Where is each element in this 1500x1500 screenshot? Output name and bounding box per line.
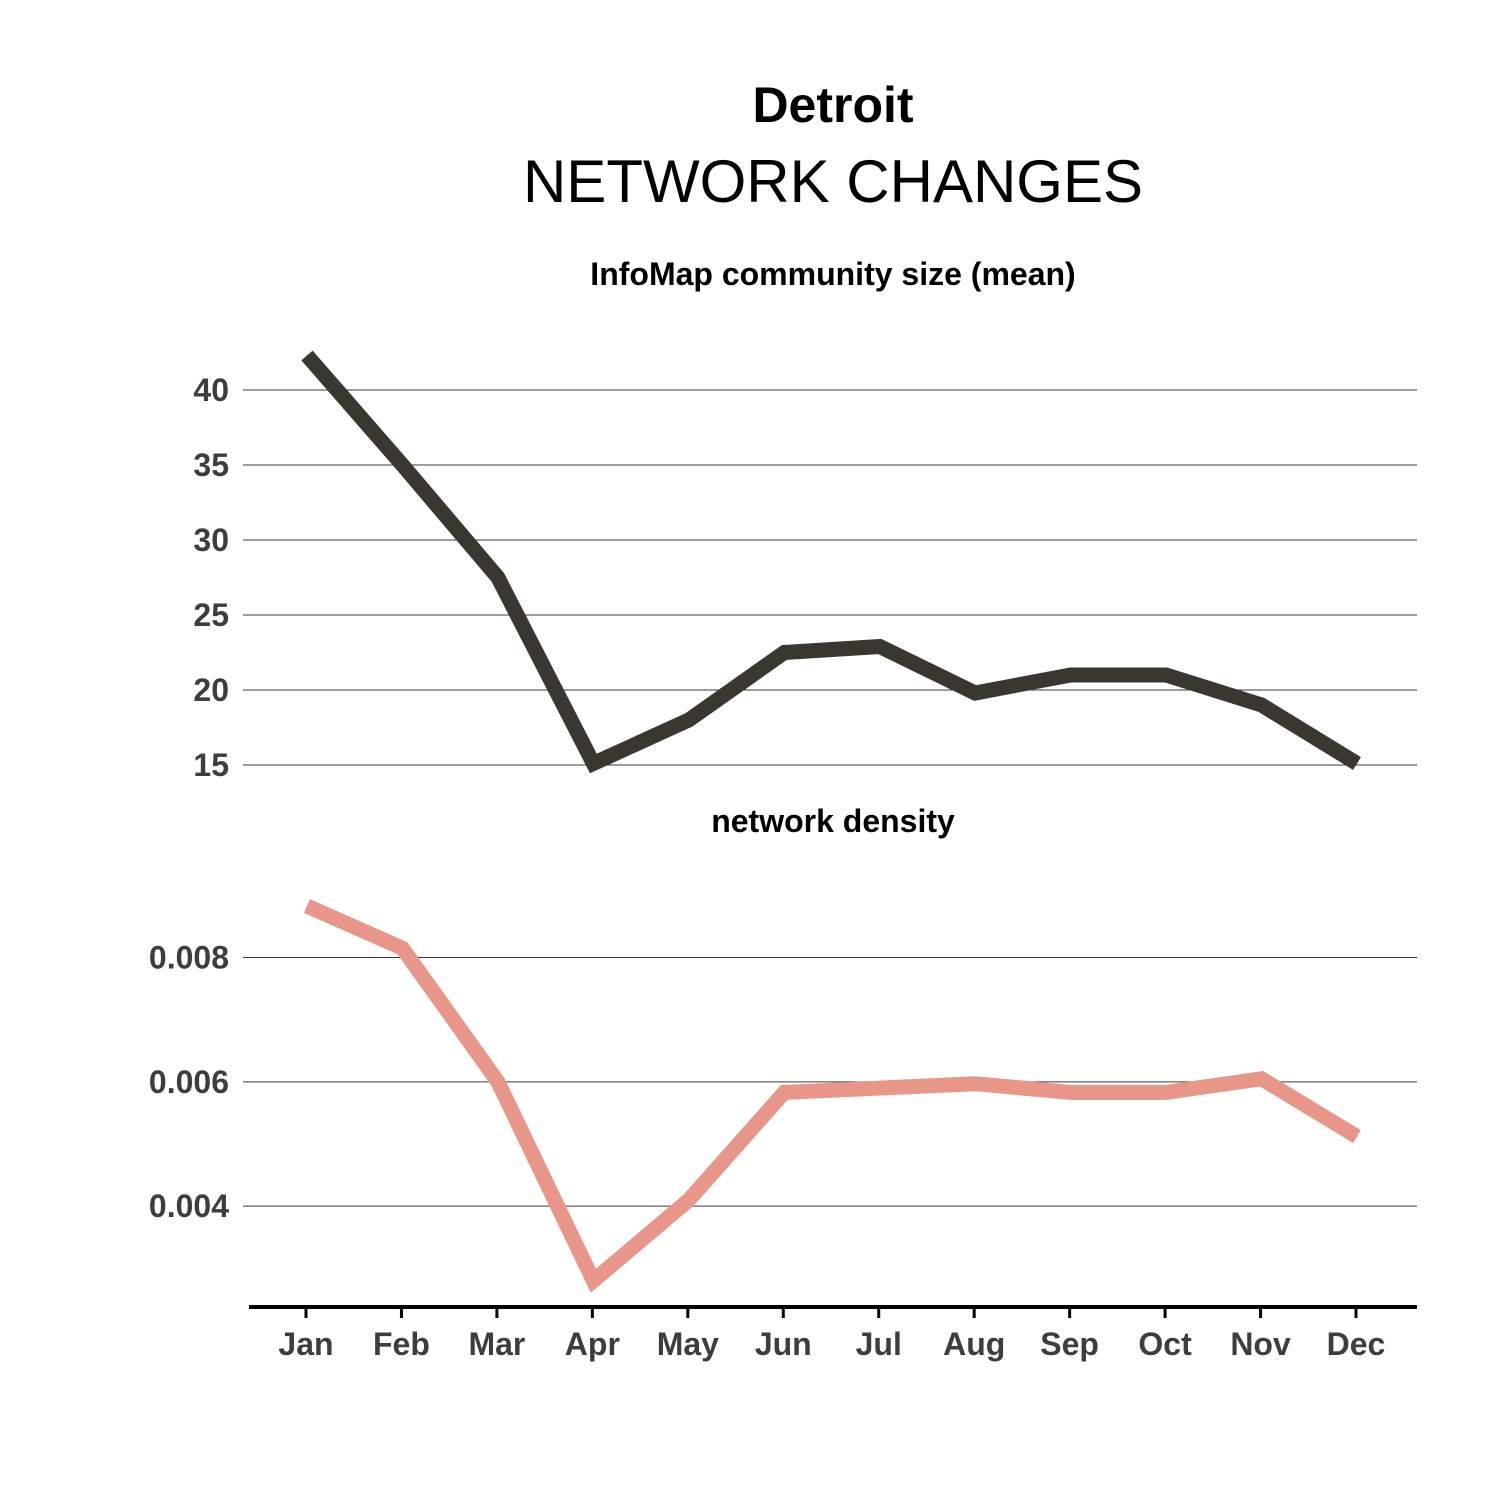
- series-line: [301, 350, 1361, 774]
- x-tick-label: Oct: [1138, 1326, 1192, 1362]
- data-point: [1070, 1091, 1072, 1093]
- data-point: [401, 464, 403, 466]
- x-tick-label: Jan: [278, 1326, 333, 1362]
- panel-title: network density: [711, 803, 955, 839]
- data-point: [879, 646, 881, 647]
- data-point: [1261, 704, 1263, 706]
- community-size-panel: InfoMap community size (mean) 15 20 25 30 35…: [193, 256, 1417, 783]
- data-point: [688, 1199, 690, 1201]
- y-tick-label: 30: [193, 522, 229, 558]
- x-tick-label: Jun: [755, 1326, 812, 1362]
- y-tick-label: 40: [193, 372, 229, 408]
- network-density-panel: network density 0.004 0.006 0.008 Jan Feb Mar…: [149, 803, 1417, 1362]
- data-point: [497, 577, 499, 578]
- y-tick-label: 25: [193, 597, 229, 633]
- data-point: [1165, 1091, 1167, 1093]
- chart-subtitle: NETWORK CHANGES: [523, 148, 1143, 215]
- y-tick-label: 0.006: [149, 1064, 229, 1100]
- data-point: [688, 719, 690, 721]
- data-point: [1165, 674, 1167, 676]
- data-point: [592, 763, 594, 764]
- y-tick-label: 0.008: [149, 940, 229, 976]
- x-tick-label: Jul: [856, 1326, 902, 1362]
- data-point: [1070, 674, 1072, 676]
- data-point: [1356, 1136, 1358, 1138]
- x-tick-label: Apr: [565, 1326, 620, 1362]
- data-point: [306, 905, 308, 907]
- data-point: [1261, 1078, 1263, 1080]
- data-point: [306, 355, 308, 356]
- data-point: [592, 1280, 594, 1282]
- y-tick-label: 0.004: [149, 1188, 229, 1224]
- panel-title: InfoMap community size (mean): [590, 256, 1075, 292]
- x-tick-label: Feb: [373, 1326, 430, 1362]
- data-point: [783, 1091, 785, 1093]
- x-tick-label: Aug: [943, 1326, 1005, 1362]
- data-point: [783, 652, 785, 653]
- x-tick-label: Dec: [1327, 1326, 1386, 1362]
- x-tick-label: May: [657, 1326, 719, 1362]
- x-tick-label: Nov: [1230, 1326, 1291, 1362]
- data-point: [401, 947, 403, 949]
- x-tick-label: Mar: [468, 1326, 525, 1362]
- data-point: [974, 692, 976, 694]
- data-point: [974, 1083, 976, 1085]
- y-tick-label: 15: [193, 747, 229, 783]
- y-tick-label: 35: [193, 447, 229, 483]
- chart-title: Detroit: [752, 77, 913, 133]
- data-point: [1356, 763, 1358, 764]
- series-line: [303, 899, 1361, 1293]
- data-point: [497, 1081, 499, 1083]
- data-point: [879, 1087, 881, 1089]
- y-tick-label: 20: [193, 672, 229, 708]
- x-tick-label: Sep: [1040, 1326, 1099, 1362]
